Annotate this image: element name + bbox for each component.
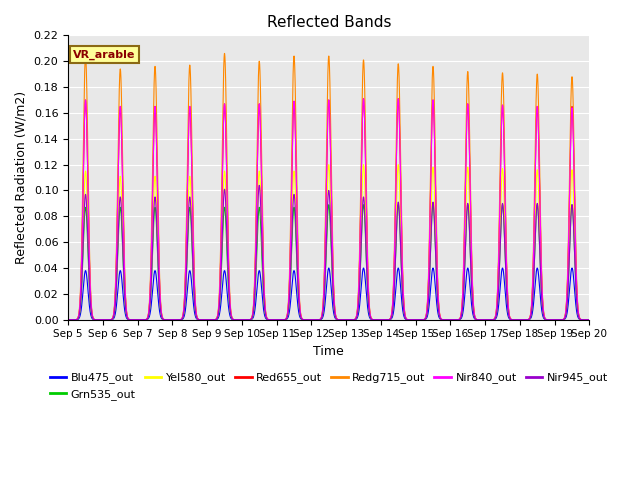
Redg715_out <box>460 246 468 252</box>
Line: Nir945_out: Nir945_out <box>68 185 589 320</box>
Redg715_out <box>586 317 593 323</box>
Red655_out <box>64 317 72 323</box>
Red655_out <box>445 317 453 323</box>
Legend: Blu475_out, Grn535_out, Yel580_out, Red655_out, Redg715_out, Nir840_out, Nir945_: Blu475_out, Grn535_out, Yel580_out, Red6… <box>45 368 612 404</box>
Y-axis label: Reflected Radiation (W/m2): Reflected Radiation (W/m2) <box>15 91 28 264</box>
Nir945_out <box>460 284 468 289</box>
Title: Reflected Bands: Reflected Bands <box>266 15 391 30</box>
Blu475_out <box>564 308 572 314</box>
Nir840_out <box>460 255 468 261</box>
Nir840_out <box>64 317 72 323</box>
Nir840_out <box>557 317 565 323</box>
Redg715_out <box>221 50 228 56</box>
Line: Yel580_out: Yel580_out <box>68 165 589 320</box>
Grn535_out <box>64 317 72 323</box>
Redg715_out <box>564 273 572 278</box>
Red655_out <box>586 317 593 323</box>
Nir945_out <box>445 317 453 323</box>
Redg715_out <box>241 317 249 323</box>
Text: VR_arable: VR_arable <box>74 49 136 60</box>
Redg715_out <box>64 317 72 323</box>
Nir945_out <box>564 296 572 302</box>
Grn535_out <box>586 317 593 323</box>
Yel580_out <box>586 317 593 323</box>
Grn535_out <box>557 317 565 323</box>
Blu475_out <box>241 317 249 323</box>
Red655_out <box>564 278 572 284</box>
Line: Nir840_out: Nir840_out <box>68 99 589 320</box>
Line: Redg715_out: Redg715_out <box>68 53 589 320</box>
Blu475_out <box>445 317 453 323</box>
Nir945_out <box>586 317 593 323</box>
Nir945_out <box>557 317 565 323</box>
Yel580_out <box>564 289 572 295</box>
Grn535_out <box>445 317 453 323</box>
Red655_out <box>557 317 565 323</box>
Line: Red655_out: Red655_out <box>68 99 589 320</box>
Blu475_out <box>568 265 576 271</box>
Grn535_out <box>311 317 319 323</box>
Nir840_out <box>445 317 453 323</box>
Yel580_out <box>460 274 468 279</box>
Yel580_out <box>241 317 249 323</box>
Blu475_out <box>557 317 565 323</box>
Line: Blu475_out: Blu475_out <box>68 268 589 320</box>
Grn535_out <box>241 317 249 323</box>
Nir945_out <box>255 182 263 188</box>
Redg715_out <box>311 317 319 323</box>
Red655_out <box>460 255 468 261</box>
Yel580_out <box>557 317 565 323</box>
Grn535_out <box>564 297 572 303</box>
Nir945_out <box>64 317 72 323</box>
Blu475_out <box>64 317 72 323</box>
Red655_out <box>241 317 249 323</box>
Blu475_out <box>460 303 468 309</box>
Line: Grn535_out: Grn535_out <box>68 204 589 320</box>
Yel580_out <box>445 317 453 323</box>
Nir945_out <box>311 317 319 323</box>
Redg715_out <box>445 317 453 323</box>
Nir840_out <box>564 278 572 284</box>
Grn535_out <box>460 286 468 291</box>
Red655_out <box>311 317 319 323</box>
Nir945_out <box>241 317 249 323</box>
Yel580_out <box>394 162 402 168</box>
Yel580_out <box>64 317 72 323</box>
X-axis label: Time: Time <box>314 345 344 358</box>
Blu475_out <box>586 317 593 323</box>
Nir840_out <box>586 317 593 323</box>
Nir840_out <box>394 96 402 102</box>
Blu475_out <box>311 317 319 323</box>
Grn535_out <box>568 202 576 207</box>
Nir840_out <box>311 317 319 323</box>
Yel580_out <box>311 317 319 323</box>
Red655_out <box>394 96 402 102</box>
Redg715_out <box>557 317 565 323</box>
Nir840_out <box>241 317 249 323</box>
